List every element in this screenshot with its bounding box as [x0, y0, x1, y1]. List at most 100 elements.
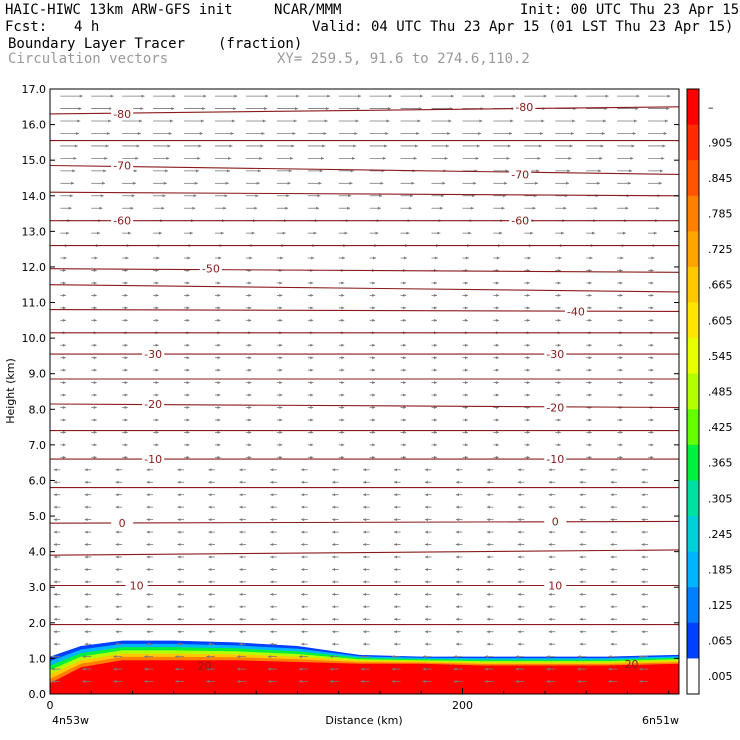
vector-arrowhead [287, 181, 291, 185]
vector-arrowhead [393, 468, 397, 472]
vector-arrowhead [146, 530, 150, 534]
vector-arrowhead [478, 131, 482, 135]
vector-arrowhead [453, 680, 457, 684]
vector-arrowhead [62, 318, 66, 322]
vector-arrowhead [464, 293, 468, 297]
vector-arrowhead [610, 530, 614, 534]
vector-arrowhead [393, 543, 397, 547]
vector-arrowhead [363, 518, 367, 522]
vector-arrowhead [610, 493, 614, 497]
vector-arrowhead [630, 156, 634, 160]
vector-arrowhead [363, 493, 367, 497]
colorbar-swatch [687, 480, 699, 517]
vector-arrowhead [486, 630, 490, 634]
vector-arrowhead [403, 356, 407, 360]
vector-arrowhead [495, 281, 499, 285]
vector-arrowhead [403, 281, 407, 285]
vector-arrowhead [517, 555, 521, 559]
vector-arrowhead [69, 194, 73, 198]
vector-arrowhead [74, 144, 78, 148]
vector-arrowhead [177, 555, 181, 559]
vector-arrowhead [186, 381, 190, 385]
vector-arrowhead [434, 356, 438, 360]
vector-arrowhead [270, 630, 274, 634]
colorbar-label: .185 [708, 563, 733, 576]
vector-arrowhead [363, 530, 367, 534]
vector-arrowhead [318, 181, 322, 185]
vector-arrowhead [641, 518, 645, 522]
vector-arrowhead [301, 543, 305, 547]
vector-arrowhead [619, 293, 623, 297]
vector-arrowhead [316, 206, 320, 210]
vector-arrowhead [94, 256, 98, 260]
vector-arrowhead [84, 518, 88, 522]
vector-arrowhead [650, 281, 654, 285]
vector-arrowhead [473, 181, 477, 185]
vector-arrowhead [403, 443, 407, 447]
vector-arrowhead [124, 455, 128, 459]
vector-arrowhead [97, 231, 101, 235]
vector-arrowhead [464, 381, 468, 385]
vector-arrowhead [422, 667, 426, 671]
vector-arrowhead [311, 256, 315, 260]
vector-arrowhead [332, 567, 336, 571]
vector-arrowhead [548, 530, 552, 534]
vector-arrowhead [144, 655, 148, 659]
vector-arrowhead [186, 368, 190, 372]
vector-arrowhead [301, 617, 305, 621]
vector-arrowhead [186, 418, 190, 422]
vector-arrowhead [495, 418, 499, 422]
vector-arrowhead [641, 605, 645, 609]
vector-arrowhead [639, 667, 643, 671]
vector-arrowhead [177, 480, 181, 484]
vector-arrowhead [592, 231, 596, 235]
colorbar-swatch [687, 160, 699, 197]
vector-arrowhead [636, 94, 640, 98]
vector-arrowhead [186, 343, 190, 347]
vector-arrowhead [510, 119, 514, 123]
vector-arrowhead [186, 281, 190, 285]
vector-arrowhead [424, 580, 428, 584]
vector-arrowhead [486, 530, 490, 534]
vector-arrowhead [424, 518, 428, 522]
vector-arrowhead [82, 667, 86, 671]
vector-arrowhead [341, 455, 345, 459]
vector-arrowhead [260, 144, 264, 148]
vector-arrowhead [481, 94, 485, 98]
vector-arrowhead [124, 381, 128, 385]
vector-arrowhead [403, 393, 407, 397]
vector-arrowhead [424, 505, 428, 509]
vector-arrowhead [279, 343, 283, 347]
vector-arrowhead [372, 418, 376, 422]
isotherm-label-bg [111, 107, 134, 120]
y-tick-label: 9.0 [29, 368, 47, 381]
vector-arrowhead [577, 655, 581, 659]
vector-arrowhead [417, 119, 421, 123]
vector-arrowhead [419, 94, 423, 98]
vector-arrowhead [588, 430, 592, 434]
vector-arrowhead [610, 505, 614, 509]
vector-arrowhead [384, 144, 388, 148]
vector-arrowhead [393, 518, 397, 522]
vector-arrowhead [363, 605, 367, 609]
vector-arrowhead [634, 119, 638, 123]
vector-arrowhead [321, 156, 325, 160]
vector-arrowhead [115, 592, 119, 596]
vector-arrowhead [93, 281, 97, 285]
vector-arrowhead [186, 393, 190, 397]
vector-arrowhead [486, 468, 490, 472]
vector-arrowhead [356, 107, 360, 111]
vector-arrowhead [248, 281, 252, 285]
vector-arrowhead [445, 144, 449, 148]
vector-arrowhead [239, 530, 243, 534]
vector-arrowhead [140, 107, 144, 111]
vector-arrowhead [434, 293, 438, 297]
vector-arrowhead [610, 592, 614, 596]
vector-arrowhead [475, 156, 479, 160]
vector-arrowhead [158, 231, 162, 235]
vector-arrowhead [146, 493, 150, 497]
tracer-field [50, 640, 679, 694]
vector-arrowhead [403, 293, 407, 297]
y-tick-label: 3.0 [29, 581, 47, 594]
vector-arrowhead [579, 543, 583, 547]
